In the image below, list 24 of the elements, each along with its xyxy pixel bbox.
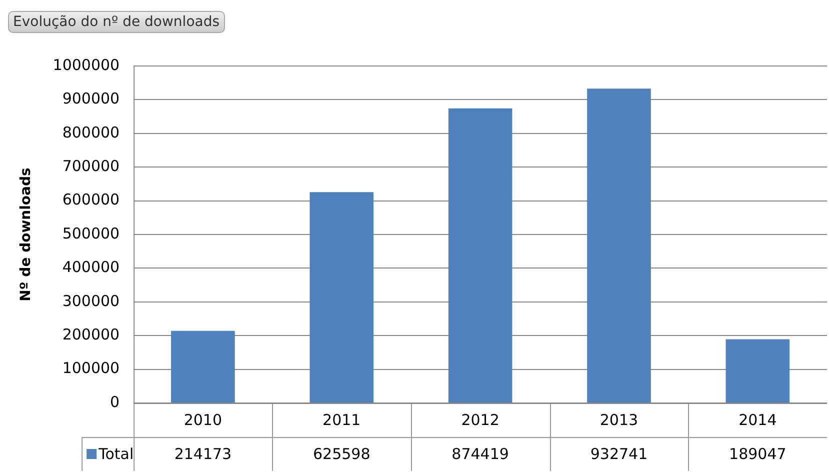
y-tick-label: 900000 (62, 90, 120, 108)
y-tick-label: 200000 (62, 325, 120, 344)
data-label: 932741 (590, 444, 648, 463)
y-tick-label: 100000 (62, 359, 120, 378)
data-label: 625598 (312, 444, 370, 463)
y-tick-label: 700000 (62, 156, 120, 175)
x-tick-label: 2014 (738, 410, 777, 429)
y-axis-title: Nº de downloads (18, 168, 34, 302)
legend-label: Total (98, 444, 134, 463)
data-label: 874419 (452, 444, 509, 463)
y-tick-label: 400000 (62, 258, 120, 276)
data-label: 189047 (729, 444, 786, 463)
chart-title: Evolução do nº de downloads (8, 11, 225, 33)
y-tick-label: 0 (110, 392, 120, 411)
x-tick-label: 2012 (461, 410, 500, 429)
x-tick-label: 2013 (600, 410, 638, 429)
y-tick-label: 600000 (62, 190, 120, 209)
y-tick-label: 300000 (62, 292, 120, 310)
data-label: 214173 (174, 444, 232, 463)
y-tick-label: 1000000 (52, 56, 120, 74)
x-tick-label: 2010 (184, 410, 222, 429)
y-tick-label: 800000 (62, 123, 120, 142)
x-tick-label: 2011 (322, 410, 361, 429)
y-tick-label: 500000 (62, 224, 120, 242)
